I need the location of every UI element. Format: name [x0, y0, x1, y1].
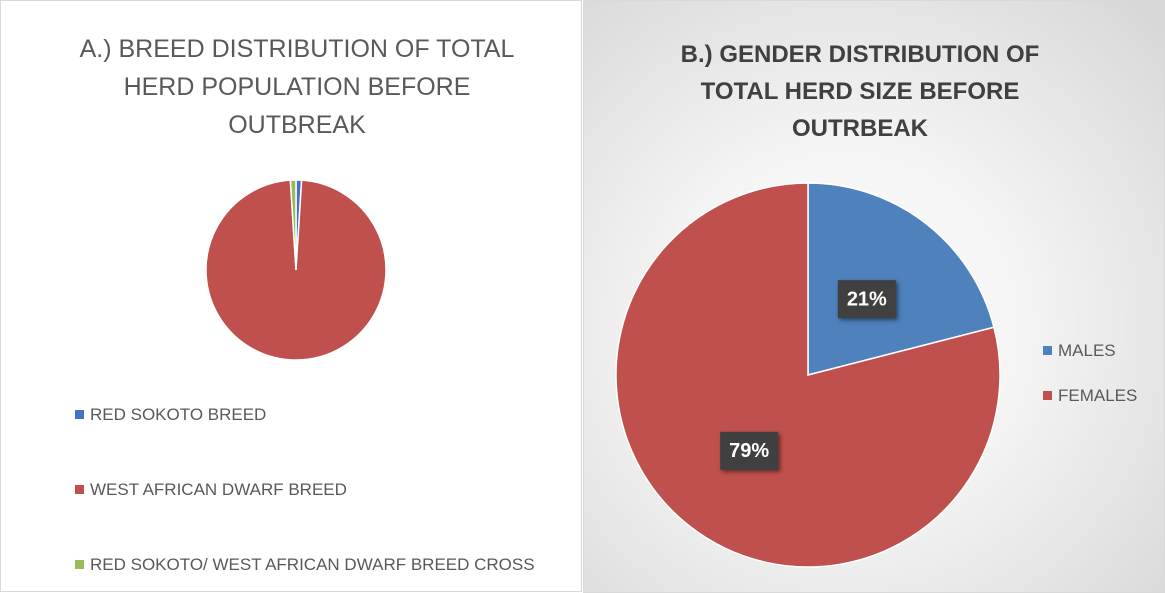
legend-swatch	[1043, 391, 1052, 400]
legend-swatch	[75, 560, 84, 569]
pie-slice	[615, 182, 1001, 568]
legend-swatch	[75, 485, 84, 494]
legend-item: WEST AFRICAN DWARF BREED	[75, 480, 545, 500]
legend-label: RED SOKOTO BREED	[90, 405, 267, 424]
legend-item: RED SOKOTO BREED	[75, 405, 545, 425]
pie-slice	[289, 179, 297, 271]
label-box	[720, 431, 779, 470]
legend-item: RED SOKOTO/ WEST AFRICAN DWARF BREED CRO…	[75, 555, 545, 575]
chart-title: A.) BREED DISTRIBUTION OF TOTAL HERD POP…	[79, 35, 515, 139]
pie-slice	[205, 179, 387, 361]
legend-label: WEST AFRICAN DWARF BREED	[90, 480, 347, 499]
legend-label: MALES	[1058, 341, 1116, 360]
legend-item: FEMALES	[1043, 386, 1163, 406]
legend-label: RED SOKOTO/ WEST AFRICAN DWARF BREED CRO…	[90, 555, 535, 574]
chart-title: B.) GENDER DISTRIBUTION OF TOTAL HERD SI…	[680, 41, 1040, 142]
pie-slice	[807, 182, 995, 376]
data-label: 79%	[729, 440, 769, 462]
data-label: 21%	[847, 288, 887, 310]
label-box	[837, 280, 896, 319]
legend-item: MALES	[1043, 341, 1163, 361]
legend-swatch	[75, 410, 84, 419]
legend-label: FEMALES	[1058, 386, 1138, 405]
legend-swatch	[1043, 346, 1052, 355]
